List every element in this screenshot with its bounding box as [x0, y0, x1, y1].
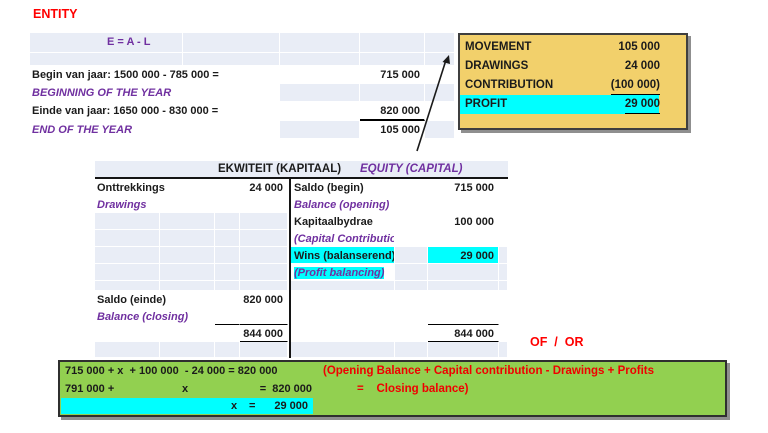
- entity-heading: ENTITY: [33, 7, 78, 21]
- equity-calculation-table: E = B - L E = A - L Begin van jaar: 1500…: [30, 33, 455, 139]
- profit-entry-label: Wins (balanserend): [291, 247, 395, 264]
- t-account-divider: [289, 179, 291, 358]
- closing-balance-translation: Balance (closing): [95, 308, 215, 325]
- contribution-label: CONTRIBUTION: [465, 79, 554, 91]
- equation-line2-right: = 820 000: [259, 383, 312, 395]
- closing-balance-value: 820 000: [240, 291, 288, 308]
- end-of-year-translation: END OF THE YEAR: [30, 121, 280, 139]
- t-account-row: Balance (closing): [95, 308, 508, 325]
- begin-of-year-value: 715 000: [360, 66, 425, 84]
- table-row: Begin van jaar: 1500 000 - 785 000 = 715…: [30, 66, 455, 84]
- t-account-title-english: EQUITY (CAPITAL): [360, 163, 463, 175]
- t-account-row: Onttrekkings 24 000 Saldo (begin) 715 00…: [95, 179, 508, 196]
- t-account-row: (Profit balancing): [95, 264, 508, 281]
- closing-balance-label: Saldo (einde): [95, 291, 215, 308]
- drawings-entry-value: 24 000: [240, 179, 288, 196]
- equation-line2-left: 791 000 +: [65, 383, 115, 395]
- equation-line1-note: (Opening Balance + Capital contribution …: [323, 365, 654, 377]
- profit-value: 29 000: [624, 95, 660, 114]
- table-row: BEGINNING OF THE YEAR: [30, 84, 455, 102]
- contribution-row: CONTRIBUTION (100 000): [460, 76, 686, 95]
- solution-highlight: x = 29 000: [61, 398, 313, 414]
- t-account-header: EKWITEIT (KAPITAAL) EQUITY (CAPITAL): [95, 161, 508, 179]
- equation-line3-equals: =: [249, 400, 256, 412]
- credit-total: 844 000: [428, 325, 499, 342]
- equation-line1: 715 000 + x + 100 000 - 24 000 = 820 000: [65, 365, 278, 377]
- debit-total: 844 000: [240, 325, 288, 342]
- opening-balance-value: 715 000: [428, 179, 499, 196]
- table-row: E = B - L E = A - L: [30, 33, 455, 53]
- drawings-row: DRAWINGS 24 000: [460, 57, 686, 76]
- end-of-year-label: Einde van jaar: 1650 000 - 830 000 =: [30, 102, 280, 121]
- opening-balance-translation: Balance (opening): [291, 196, 395, 213]
- formula-english: E = A - L: [107, 36, 151, 48]
- t-account-totals-row: 844 000 844 000: [95, 325, 508, 342]
- t-account-row: Drawings Balance (opening): [95, 196, 508, 213]
- table-row: [30, 53, 455, 66]
- movement-summary-box: MOVEMENT 105 000 DRAWINGS 24 000 CONTRIB…: [458, 33, 688, 130]
- end-of-year-value: 820 000: [360, 102, 425, 121]
- t-account-title-afrikaans: EKWITEIT (KAPITAAL): [218, 163, 342, 175]
- equation-line3-value: 29 000: [274, 400, 308, 412]
- t-account-row: [95, 342, 508, 358]
- equation-line2-note: = Closing balance): [357, 383, 469, 395]
- drawings-entry-translation: Drawings: [95, 196, 215, 213]
- or-label: OF / OR: [530, 335, 584, 349]
- t-account-row: Wins (balanserend) 29 000: [95, 247, 508, 264]
- begin-of-year-translation: BEGINNING OF THE YEAR: [30, 84, 280, 102]
- profit-row: PROFIT 29 000: [460, 95, 686, 114]
- equation-line2-x: x: [182, 383, 189, 395]
- t-account-row: Kapitaalbydrae 100 000: [95, 213, 508, 230]
- drawings-value: 24 000: [624, 60, 660, 72]
- drawings-label: DRAWINGS: [465, 60, 529, 72]
- contribution-entry-label: Kapitaalbydrae: [291, 213, 395, 230]
- drawings-entry-label: Onttrekkings: [95, 179, 215, 196]
- equation-box: 715 000 + x + 100 000 - 24 000 = 820 000…: [58, 360, 727, 417]
- profit-entry-value: 29 000: [428, 247, 499, 264]
- begin-of-year-label: Begin van jaar: 1500 000 - 785 000 =: [30, 66, 280, 84]
- contribution-entry-translation: (Capital Contribution): [291, 230, 395, 247]
- profit-label: PROFIT: [465, 98, 508, 110]
- equation-line3-x: x: [231, 400, 238, 412]
- t-account: EKWITEIT (KAPITAAL) EQUITY (CAPITAL) Ont…: [95, 161, 508, 358]
- table-row: Einde van jaar: 1650 000 - 830 000 = 820…: [30, 102, 455, 121]
- t-account-row: [95, 281, 508, 291]
- movement-row: MOVEMENT 105 000: [460, 38, 686, 57]
- table-row: END OF THE YEAR 105 000: [30, 121, 455, 139]
- contribution-value: (100 000): [610, 76, 660, 95]
- movement-label: MOVEMENT: [465, 41, 532, 53]
- t-account-row: Saldo (einde) 820 000: [95, 291, 508, 308]
- profit-entry-translation: (Profit balancing): [294, 267, 385, 279]
- profit-highlight: [460, 95, 659, 114]
- movement-value: 105 000: [618, 41, 660, 53]
- movement-value: 105 000: [360, 121, 425, 139]
- contribution-entry-value: 100 000: [428, 213, 499, 230]
- t-account-row: (Capital Contribution): [95, 230, 508, 247]
- opening-balance-label: Saldo (begin): [291, 179, 395, 196]
